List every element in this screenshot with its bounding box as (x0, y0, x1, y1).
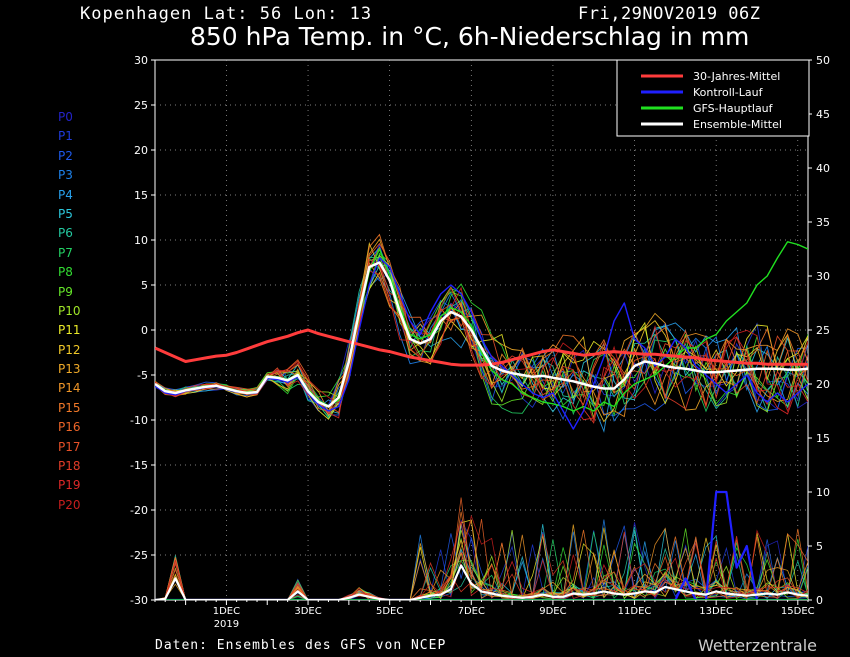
y-right-tick-label: 35 (816, 216, 830, 229)
data-source-note: Daten: Ensembles des GFS von NCEP (155, 638, 447, 653)
y-left-tick-label: 0 (141, 324, 148, 337)
member-label-p18: P18 (58, 459, 81, 474)
plot-area (155, 233, 808, 600)
member-label-p4: P4 (58, 187, 73, 202)
climate-mean-line (155, 328, 808, 367)
member-label-p1: P1 (58, 129, 73, 144)
y-right-tick-label: 25 (816, 324, 830, 337)
x-tick-label: 1DEC (213, 606, 240, 617)
member-label-p11: P11 (58, 323, 81, 338)
member-label-p17: P17 (58, 439, 81, 454)
y-left-tick-label: 5 (141, 279, 148, 292)
y-right-tick-label: 50 (816, 54, 830, 67)
run-datetime: Fri,29NOV2019 06Z (578, 4, 761, 24)
precip-line-p20 (155, 514, 808, 600)
x-tick-label: 5DEC (376, 606, 403, 617)
y-right-tick-label: 5 (816, 540, 823, 553)
x-tick-sublabel: 2019 (214, 619, 239, 630)
member-label-p19: P19 (58, 478, 81, 493)
y-right-tick-label: 40 (816, 162, 830, 175)
y-left-tick-label: -5 (137, 369, 148, 382)
member-label-p14: P14 (58, 381, 81, 396)
precip-line-p2 (155, 525, 808, 600)
legend-label: Ensemble-Mittel (693, 118, 782, 131)
y-left-tick-label: -15 (130, 459, 148, 472)
precip-line-p12 (155, 527, 808, 600)
y-right-tick-label: 0 (816, 594, 823, 607)
member-label-p6: P6 (58, 226, 73, 241)
ensemble-mean-temp-line (155, 261, 808, 408)
brand-label: Wetterzentrale (698, 636, 818, 655)
member-label-p3: P3 (58, 168, 73, 183)
member-label-p7: P7 (58, 245, 73, 260)
ensemble-mean-precip-line (155, 564, 808, 600)
ensemble-member-list: P0 P1 P2 P3 P4 P5 P6 P7 P8 P9 P10 P11 P12 P13 P14 P15 P1… (58, 108, 81, 515)
member-label-p15: P15 (58, 400, 81, 415)
x-tick-label: 9DEC (539, 606, 566, 617)
y-right-tick-label: 20 (816, 378, 830, 391)
y-right-tick-label: 30 (816, 270, 830, 283)
member-label-p8: P8 (58, 265, 73, 280)
y-right-tick-label: 15 (816, 432, 830, 445)
precip-line-p13 (155, 524, 808, 600)
precip-line-p14 (155, 520, 808, 600)
member-label-p10: P10 (58, 303, 81, 318)
x-tick-label: 11DEC (618, 606, 652, 617)
x-tick-label: 7DEC (458, 606, 485, 617)
member-label-p2: P2 (58, 148, 73, 163)
member-label-p12: P12 (58, 342, 81, 357)
chart-title: 850 hPa Temp. in °C, 6h-Niederschlag in … (190, 22, 750, 51)
member-label-p5: P5 (58, 206, 73, 221)
location-label: Kopenhagen Lat: 56 Lon: 13 (80, 4, 373, 24)
y-left-tick-label: -20 (130, 504, 148, 517)
legend-label: GFS-Hauptlauf (693, 102, 774, 115)
y-left-tick-label: -30 (130, 594, 148, 607)
precip-line-p17 (155, 542, 808, 600)
member-label-p20: P20 (58, 497, 81, 512)
member-label-p13: P13 (58, 362, 81, 377)
y-left-tick-label: -25 (130, 549, 148, 562)
y-right-tick-label: 45 (816, 108, 830, 121)
precip-line-p19 (155, 520, 808, 600)
precip-line-p16 (155, 497, 808, 600)
y-left-tick-label: -10 (130, 414, 148, 427)
member-label-p0: P0 (58, 110, 73, 124)
y-left-tick-label: 15 (134, 189, 148, 202)
x-tick-label: 15DEC (781, 606, 815, 617)
y-left-tick-label: 10 (134, 234, 148, 247)
x-tick-label: 3DEC (294, 606, 321, 617)
legend-label: Kontroll-Lauf (693, 86, 764, 99)
x-tick-label: 13DEC (699, 606, 733, 617)
y-left-tick-label: 25 (134, 99, 148, 112)
legend-label: 30-Jahres-Mittel (693, 70, 780, 83)
member-label-p9: P9 (58, 284, 73, 299)
y-right-tick-label: 10 (816, 486, 830, 499)
member-label-p16: P16 (58, 420, 81, 435)
y-left-tick-label: 30 (134, 54, 148, 67)
y-left-tick-label: 20 (134, 144, 148, 157)
temp-line-p18 (155, 262, 808, 424)
